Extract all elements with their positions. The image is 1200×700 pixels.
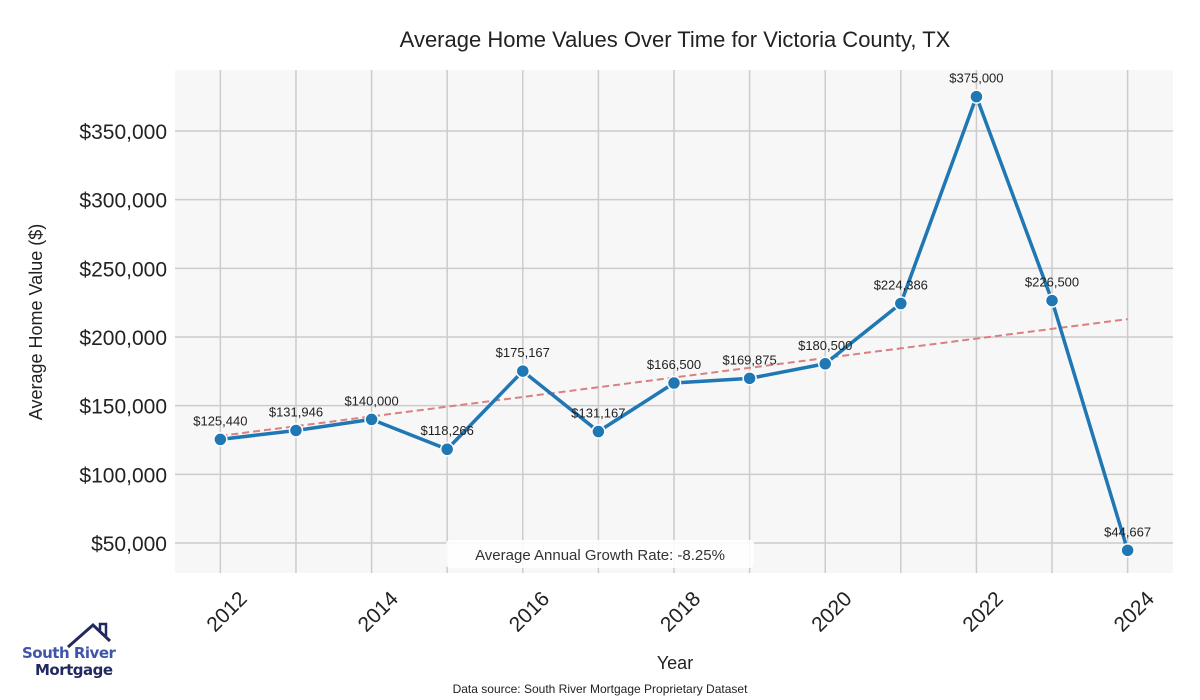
data-label: $166,500 — [647, 357, 701, 372]
data-point — [213, 432, 228, 447]
y-axis-label: Average Home Value ($) — [26, 224, 46, 420]
data-point — [742, 371, 757, 386]
data-label: $131,167 — [571, 406, 625, 421]
x-tick-label: 2022 — [958, 587, 1007, 636]
data-label: $226,500 — [1025, 275, 1079, 290]
data-point — [817, 356, 833, 372]
y-tick-label: $100,000 — [79, 464, 167, 487]
data-point — [1120, 543, 1135, 558]
y-tick-label: $250,000 — [79, 258, 167, 281]
data-point — [969, 89, 984, 104]
y-tick-label: $150,000 — [79, 396, 167, 419]
data-point — [515, 363, 531, 379]
annotation-box — [446, 540, 754, 568]
x-tick-label: 2020 — [807, 587, 856, 636]
chart-title: Average Home Values Over Time for Victor… — [400, 27, 951, 52]
south-river-mortgage-logo: South River Mortgage — [22, 622, 122, 682]
data-label: $175,167 — [496, 345, 550, 360]
data-label: $169,875 — [722, 352, 776, 367]
data-point — [364, 412, 379, 427]
data-point — [666, 375, 682, 391]
data-point — [591, 424, 606, 439]
data-point — [288, 423, 304, 438]
logo-line-1: South River — [22, 644, 116, 662]
data-label: $224,386 — [874, 278, 928, 293]
data-label: $44,667 — [1104, 524, 1151, 539]
growth-rate-annotation: Average Annual Growth Rate: -8.25% — [475, 547, 725, 564]
x-tick-label: 2016 — [505, 587, 554, 636]
y-tick-label: $300,000 — [79, 190, 167, 213]
data-label: $118,266 — [421, 423, 474, 438]
data-label: $125,440 — [193, 413, 247, 428]
y-tick-label: $350,000 — [79, 121, 167, 144]
data-point — [893, 296, 909, 311]
x-tick-label: 2018 — [656, 587, 705, 636]
x-tick-label: 2014 — [354, 587, 404, 637]
x-axis-label: Year — [657, 653, 693, 673]
x-tick-label: 2012 — [202, 587, 251, 636]
data-source: Data source: South River Mortgage Propri… — [453, 682, 748, 696]
y-tick-label: $200,000 — [79, 327, 167, 350]
data-label: $131,946 — [269, 404, 323, 419]
house-icon — [67, 622, 112, 649]
data-label: $180,500 — [798, 338, 852, 353]
data-label: $140,000 — [344, 393, 398, 408]
x-tick-label: 2024 — [1110, 587, 1160, 637]
data-label: $375,000 — [949, 71, 1003, 86]
logo-line-2: Mortgage — [35, 661, 113, 679]
y-tick-label: $50,000 — [91, 533, 167, 556]
data-point — [1044, 293, 1060, 308]
data-point — [439, 441, 455, 457]
